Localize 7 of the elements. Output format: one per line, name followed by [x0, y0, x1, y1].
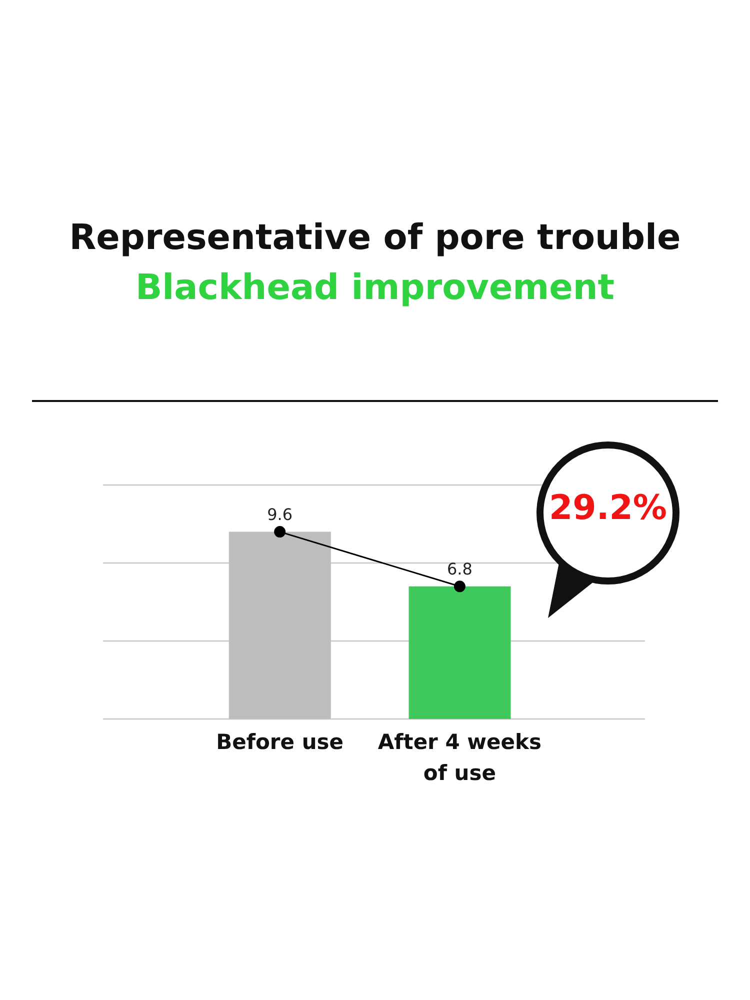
x-tick-label: Before use — [216, 730, 344, 754]
data-label: 9.6 — [267, 504, 293, 524]
data-label: 6.8 — [446, 559, 472, 578]
chart-title: Representative of pore trouble — [68, 217, 682, 260]
chart-subtitle: Blackhead improvement — [134, 267, 616, 310]
x-tick-label: After 4 weeks of use — [378, 730, 542, 785]
annotation: 29.2% — [548, 488, 668, 528]
